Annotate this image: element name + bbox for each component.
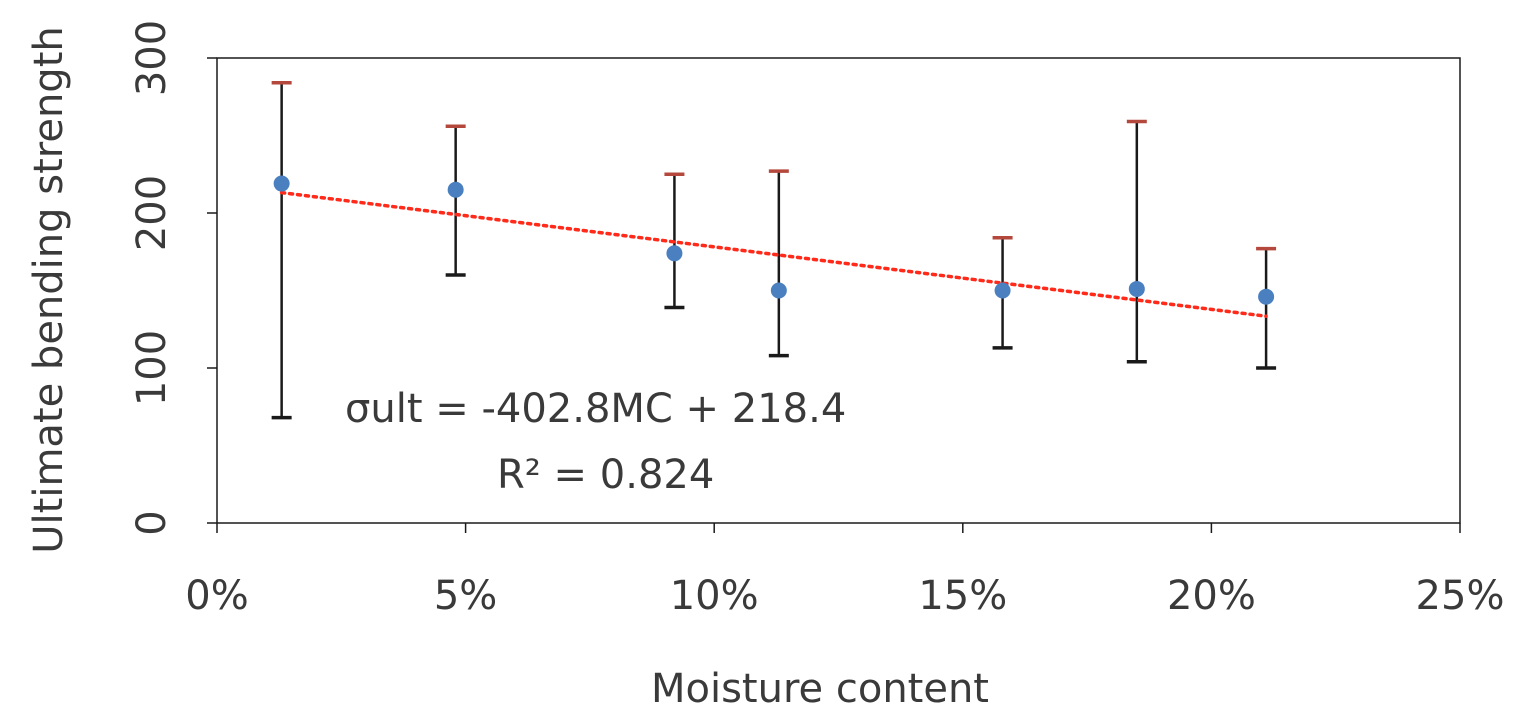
data-point-5 — [1128, 280, 1145, 297]
x-axis-title: Moisture content — [651, 666, 989, 712]
y-tick-label-2: 200 — [129, 175, 175, 251]
x-tick-label-4: 20% — [1167, 573, 1256, 619]
x-tick-label-3: 15% — [918, 573, 1007, 619]
y-tick-label-1: 100 — [129, 330, 175, 406]
x-axis-ticks: 0% 5% 10% 15% 20% 25% — [185, 523, 1504, 619]
x-tick-label-0: 0% — [185, 573, 248, 619]
data-point-1 — [447, 181, 464, 198]
data-point-4 — [994, 282, 1011, 299]
data-points-group — [273, 175, 1275, 305]
trendline-equation: σult = -402.8MC + 218.4 — [345, 386, 846, 432]
trendline — [279, 190, 1268, 318]
x-tick-label-2: 10% — [670, 573, 759, 619]
y-tick-label-3: 300 — [129, 20, 175, 96]
trendline-group — [279, 190, 1268, 318]
plot-area-frame — [216, 57, 1461, 524]
trendline-r-squared: R² = 0.824 — [497, 452, 714, 498]
y-axis-ticks: 0 100 200 300 — [129, 20, 217, 536]
error-bars-group — [271, 81, 1277, 420]
data-point-0 — [273, 175, 290, 192]
data-point-3 — [770, 282, 787, 299]
data-point-2 — [666, 245, 683, 262]
y-tick-label-0: 0 — [129, 510, 175, 535]
x-tick-label-5: 25% — [1416, 573, 1505, 619]
data-point-6 — [1258, 288, 1275, 305]
y-axis-title: Ultimate bending strength — [26, 26, 72, 553]
x-tick-label-1: 5% — [434, 573, 497, 619]
